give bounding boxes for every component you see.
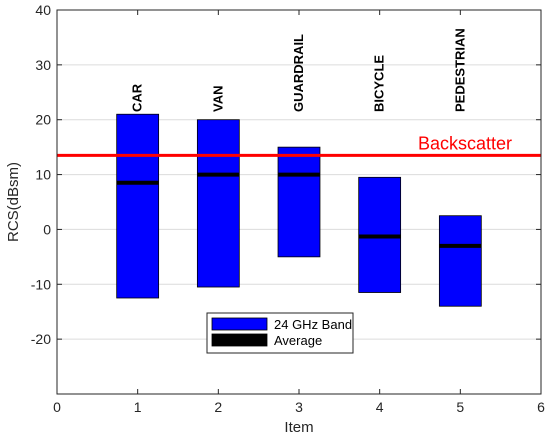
- x-axis-ticks: 0 1 2 3 4 5 6: [53, 10, 545, 415]
- x-tick-label: 0: [53, 399, 61, 415]
- range-bar-pedestrian: [438, 215, 482, 307]
- y-axis-label: RCS(dBsm): [5, 162, 22, 242]
- category-label-van: VAN: [210, 86, 225, 112]
- average-markers: [116, 172, 482, 248]
- x-tick-label: 3: [295, 399, 303, 415]
- range-bar-guardrail: [277, 146, 321, 258]
- category-label-pedestrian: PEDESTRIAN: [452, 28, 467, 112]
- category-label-bicycle: BICYCLE: [372, 55, 387, 112]
- category-labels: CAR VAN GUARDRAIL BICYCLE PEDESTRIAN: [130, 28, 468, 112]
- x-tick-label: 6: [537, 399, 545, 415]
- y-tick-label: 20: [35, 112, 51, 128]
- y-axis-ticks: -20 -10 0 10 20 30 40: [31, 2, 541, 347]
- y-tick-label: 40: [35, 2, 51, 18]
- y-tick-label: 0: [43, 221, 51, 237]
- range-bar-car: [116, 113, 160, 299]
- y-tick-label: 30: [35, 57, 51, 73]
- legend-entry: 24 GHz Band: [274, 317, 352, 332]
- y-tick-label: -20: [31, 331, 51, 347]
- x-tick-label: 2: [214, 399, 222, 415]
- category-label-car: CAR: [130, 83, 145, 112]
- x-axis-label: Item: [284, 419, 313, 436]
- legend-entry: Average: [274, 333, 322, 348]
- x-tick-label: 1: [134, 399, 142, 415]
- backscatter-label: Backscatter: [418, 133, 512, 153]
- legend-swatch: [211, 333, 268, 347]
- y-tick-label: -10: [31, 276, 51, 292]
- y-tick-label: 10: [35, 167, 51, 183]
- range-bar-van: [196, 119, 240, 288]
- backscatter-line: Backscatter: [57, 133, 541, 157]
- legend-swatch: [211, 317, 268, 331]
- x-tick-label: 4: [376, 399, 384, 415]
- category-label-guardrail: GUARDRAIL: [291, 34, 306, 112]
- x-tick-label: 5: [456, 399, 464, 415]
